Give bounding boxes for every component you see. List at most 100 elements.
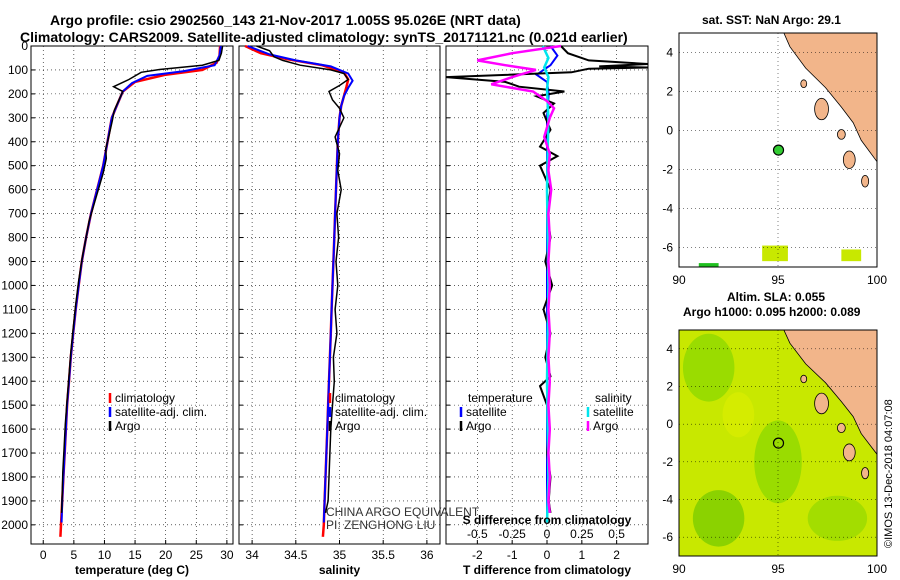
x-tick-label: 1 [578, 548, 585, 562]
y-tick-label: 300 [8, 111, 28, 125]
argo-position-marker [772, 437, 785, 449]
legend-climatology-label: climatology [115, 391, 175, 405]
legend-salinity-title: salinity [595, 391, 632, 405]
x-tick-label: 15 [128, 548, 142, 562]
island [836, 422, 846, 434]
island [836, 129, 846, 140]
secondary-tick-label: -0.25 [498, 527, 526, 541]
map-y-tick-label: 4 [666, 46, 673, 60]
x-axis-label: T difference from climatology [463, 563, 631, 577]
island [842, 150, 856, 169]
legend-t-argo-label: Argo [466, 419, 492, 433]
sla-anomaly-patch [754, 420, 802, 504]
attribution-line2: PI: ZENGHONG LIU [326, 518, 435, 532]
x-tick-label: 36 [420, 548, 434, 562]
y-tick-label: 100 [8, 63, 28, 77]
map-frame [678, 32, 878, 268]
y-tick-label: 400 [8, 135, 28, 149]
secondary-tick-label: 0.25 [570, 527, 594, 541]
sst-data-patch [698, 263, 719, 267]
y-tick-label: 0 [21, 39, 28, 53]
panel-frame-temperature-panel [30, 45, 234, 545]
x-tick-label: -1 [507, 548, 518, 562]
y-tick-label: 700 [8, 207, 28, 221]
y-tick-label: 600 [8, 183, 28, 197]
y-tick-label: 1900 [1, 494, 28, 508]
series-line-climatology [59, 45, 222, 537]
y-tick-label: 1700 [1, 446, 28, 460]
title-line-2: Climatology: CARS2009. Satellite-adjuste… [20, 29, 628, 45]
secondary-tick-label: -0.5 [467, 527, 488, 541]
series-line-t-argo [445, 45, 649, 514]
island [814, 392, 829, 415]
legend-satellite-label: satellite-adj. clim. [115, 405, 207, 419]
x-tick-label: 30 [220, 548, 234, 562]
map-y-tick-label: -6 [662, 530, 673, 544]
map-y-tick-label: -4 [662, 202, 673, 216]
series-line-s-argo [477, 44, 562, 514]
y-tick-label: 900 [8, 254, 28, 268]
sst-map-title: sat. SST: NaN Argo: 29.1 [702, 13, 841, 27]
legend-t-satellite-label: satellite [466, 405, 507, 419]
y-tick-label: 1600 [1, 422, 28, 436]
map-y-tick-label: -2 [662, 163, 673, 177]
y-tick-label: 200 [8, 87, 28, 101]
sla-anomaly-patch [807, 495, 868, 541]
x-tick-label: 34 [245, 548, 259, 562]
map-x-tick-label: 100 [867, 273, 887, 287]
x-tick-label: 5 [71, 548, 78, 562]
y-tick-label: 1400 [1, 374, 28, 388]
x-axis-label: salinity [319, 563, 361, 577]
x-tick-label: 0 [544, 548, 551, 562]
legend-argo-label: Argo [335, 419, 361, 433]
y-tick-label: 1000 [1, 278, 28, 292]
map-frame [678, 329, 878, 557]
island [861, 174, 870, 188]
map-y-tick-label: 2 [666, 85, 673, 99]
x-axis-label: temperature (deg C) [75, 563, 189, 577]
map-x-tick-label: 95 [771, 562, 785, 576]
series-line-satellite-adj-clim- [60, 45, 222, 523]
series-line-argo [256, 45, 350, 514]
island [861, 467, 870, 480]
island [814, 97, 829, 121]
sst-data-patch [841, 249, 862, 262]
sla-anomaly-patch [682, 333, 735, 402]
map-y-tick-label: 0 [666, 124, 673, 138]
y-tick-label: 500 [8, 159, 28, 173]
sla-anomaly-patch [692, 490, 745, 547]
series-line-satellite-adj-clim- [247, 45, 354, 523]
argo-position-marker [772, 144, 785, 156]
series-line-argo [60, 45, 224, 513]
sla-anomaly-patch [722, 392, 755, 438]
map-x-tick-label: 90 [672, 562, 686, 576]
island [800, 374, 808, 384]
title-line-1: Argo profile: csio 2902560_143 21-Nov-20… [50, 12, 521, 28]
secondary-tick-label: 0 [544, 527, 551, 541]
x-tick-label: 34.5 [284, 548, 308, 562]
y-tick-label: 1300 [1, 350, 28, 364]
map-x-tick-label: 90 [672, 273, 686, 287]
series-line-s-satellite [541, 45, 550, 523]
y-tick-label: 1500 [1, 398, 28, 412]
y-tick-label: 1200 [1, 326, 28, 340]
y-tick-label: 2000 [1, 518, 28, 532]
island [800, 79, 808, 88]
x-tick-label: 35 [333, 548, 347, 562]
map-y-tick-label: 4 [666, 342, 673, 356]
secondary-tick-label: 0.5 [608, 527, 625, 541]
map-x-tick-label: 100 [867, 562, 887, 576]
legend-satellite-label: satellite-adj. clim. [335, 405, 427, 419]
legend-argo-label: Argo [115, 419, 141, 433]
map-y-tick-label: 2 [666, 380, 673, 394]
x-tick-label: 35.5 [372, 548, 396, 562]
map-y-tick-label: -4 [662, 493, 673, 507]
legend-s-argo-label: Argo [593, 419, 619, 433]
x-tick-label: 25 [190, 548, 204, 562]
x-tick-label: 10 [98, 548, 112, 562]
legend-s-satellite-label: satellite [593, 405, 634, 419]
x-tick-label: 2 [613, 548, 620, 562]
sla-map-title-line1: Altim. SLA: 0.055 [727, 290, 826, 304]
x-tick-label: 20 [159, 548, 173, 562]
